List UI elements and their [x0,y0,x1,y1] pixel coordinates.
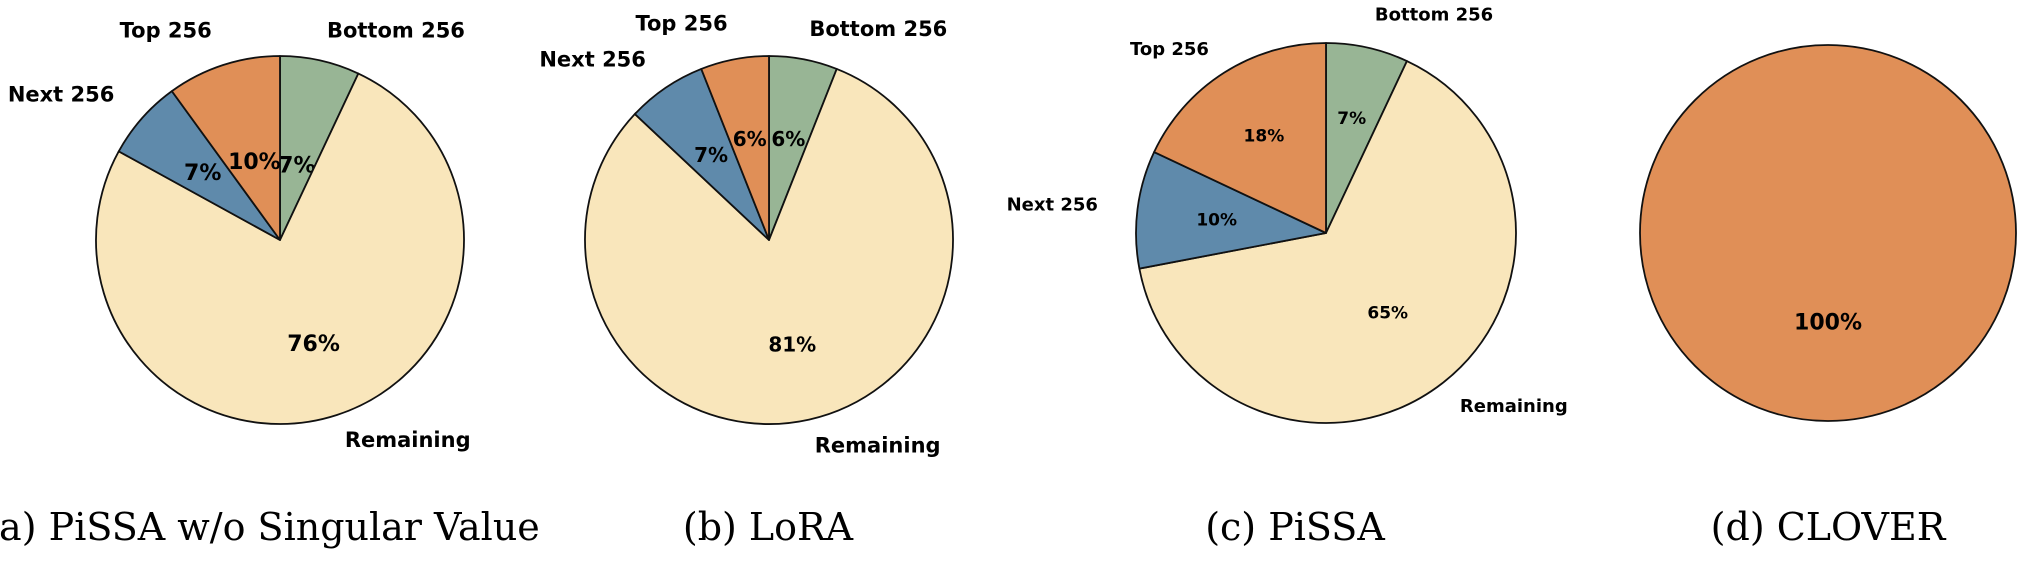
pie-slice [700,55,770,241]
slice-category-label: Top 256 [635,12,727,36]
slice-category-label: Bottom 256 [809,17,947,41]
slice-percent-label: 10% [1196,210,1237,230]
slice-category-label: Remaining [815,433,941,457]
subfigure-caption: (b) LoRA [683,505,854,549]
slice-percent-label: 10% [228,150,281,175]
pie-slice [1135,151,1327,270]
slice-percent-label: 7% [1337,109,1366,129]
subfigure-caption: (a) PiSSA w/o Singular Value [0,505,540,549]
pie-chart-4: 100% (d) CLOVER [1639,44,2017,549]
pie-slice [1138,60,1517,424]
slice-percent-label: 65% [1367,304,1408,324]
slice-percent-label: 6% [771,127,805,151]
slice-category-label: Bottom 256 [1375,5,1493,26]
pie-slice [1639,44,2017,422]
pie-slice [95,72,465,425]
slice-percent-label: 6% [733,127,767,151]
slice-category-label: Remaining [345,428,471,452]
slice-category-label: Bottom 256 [327,18,465,42]
slice-category-label: Top 256 [120,19,212,43]
pie-slice [170,55,281,241]
slice-percent-label: 81% [768,332,816,356]
pie-chart-3: 7% Bottom 256 65% Remaining 10% Next 256 18% To… [1007,5,1568,549]
slice-category-label: Remaining [1460,396,1568,417]
slice-category-label: Next 256 [539,47,646,71]
pie-slice [584,68,954,425]
slice-percent-label: 18% [1244,126,1285,146]
slice-percent-label: 76% [287,332,340,357]
slice-category-label: Next 256 [1007,195,1098,216]
slice-category-label: Top 256 [1130,39,1209,60]
slice-percent-label: 7% [694,143,728,167]
slice-percent-label: 7% [184,161,221,186]
slice-category-label: Next 256 [8,83,115,107]
slice-percent-label: 7% [278,154,315,179]
pie-chart-2: 6% Bottom 256 81% Remaining 7% Next 256 6% Top … [539,12,954,549]
subfigure-caption: (d) CLOVER [1711,505,1947,549]
pie-chart-1: 7% Bottom 256 76% Remaining 7% Next 256 10% Top… [0,18,540,549]
subfigure-caption: (c) PiSSA [1205,505,1385,549]
slice-percent-label: 100% [1794,310,1862,335]
pie-slice [1153,42,1327,234]
